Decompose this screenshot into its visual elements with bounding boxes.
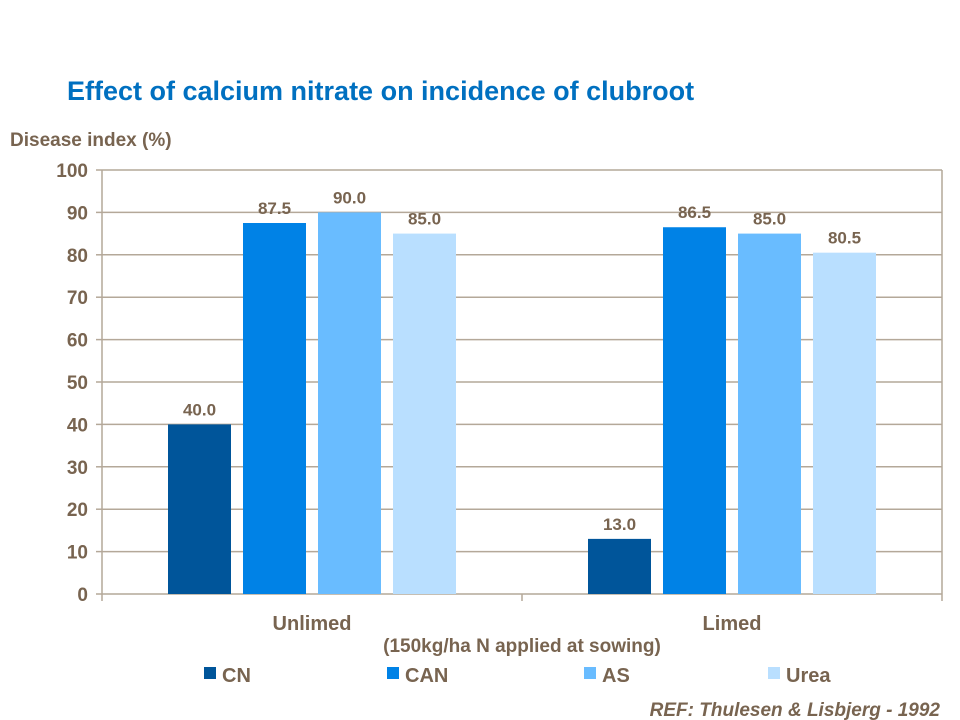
- y-tick-label: 20: [67, 500, 88, 521]
- y-tick-label: 50: [67, 373, 88, 394]
- data-label: 90.0: [333, 188, 366, 207]
- data-label: 80.5: [828, 229, 861, 248]
- bar-as-unlimed: [318, 212, 381, 594]
- y-axis-label: Disease index (%): [10, 130, 172, 151]
- legend-label-cn: CN: [222, 665, 251, 687]
- x-category-label: Limed: [703, 613, 762, 635]
- legend-swatch-as: [584, 667, 596, 679]
- y-tick-label: 40: [67, 415, 88, 436]
- bar-cn-unlimed: [168, 424, 231, 594]
- legend-swatch-urea: [768, 667, 780, 679]
- data-label: 87.5: [258, 199, 291, 218]
- y-tick-label: 10: [67, 543, 88, 564]
- bar-urea-unlimed: [393, 233, 456, 594]
- reference-annotation: REF: Thulesen & Lisbjerg - 1992: [650, 700, 941, 720]
- y-tick-label: 90: [67, 203, 88, 224]
- y-tick-label: 70: [67, 288, 88, 309]
- chart-title: Effect of calcium nitrate on incidence o…: [67, 76, 694, 106]
- data-label: 86.5: [678, 203, 711, 222]
- legend-label-can: CAN: [405, 665, 448, 687]
- y-tick-label: 60: [67, 331, 88, 352]
- legend-label-urea: Urea: [786, 665, 831, 687]
- y-tick-label: 100: [56, 161, 88, 182]
- bar-can-unlimed: [243, 223, 306, 594]
- x-category-label: Unlimed: [273, 613, 352, 635]
- data-label: 13.0: [603, 515, 636, 534]
- data-label: 85.0: [408, 210, 441, 229]
- x-axis-label: (150kg/ha N applied at sowing): [383, 636, 661, 657]
- bar-urea-limed: [813, 252, 876, 594]
- y-tick-label: 0: [77, 585, 88, 606]
- bar-as-limed: [738, 233, 801, 594]
- data-label: 85.0: [753, 210, 786, 229]
- data-label: 40.0: [183, 400, 216, 419]
- y-tick-label: 30: [67, 458, 88, 479]
- legend-swatch-cn: [204, 667, 216, 679]
- legend-swatch-can: [387, 667, 399, 679]
- bar-cn-limed: [588, 538, 651, 594]
- legend-label-as: AS: [602, 665, 630, 687]
- bar-can-limed: [663, 227, 726, 595]
- y-tick-label: 80: [67, 246, 88, 267]
